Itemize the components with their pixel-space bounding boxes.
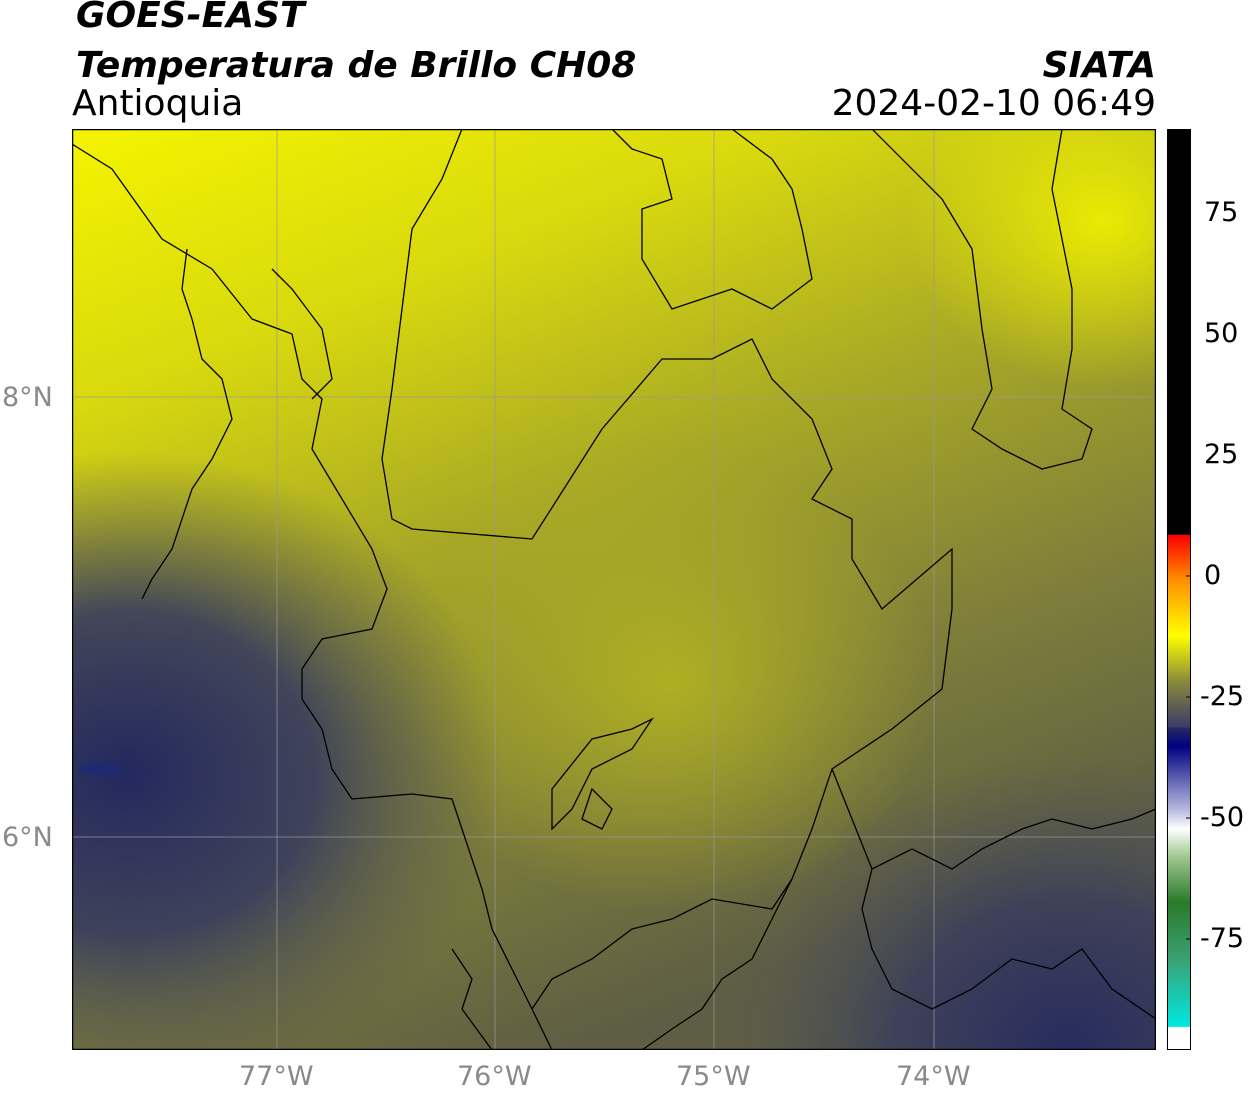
colorbar-tick-minus50: -50 — [1200, 802, 1245, 833]
map-frame — [72, 129, 1156, 1050]
lon-tick-74w: 74°W — [896, 1061, 971, 1092]
colorbar-tick-50: 50 — [1204, 318, 1239, 349]
satellite-title: GOES-EAST — [76, 0, 305, 36]
political-borders — [72, 129, 1156, 1050]
org-label: SIATA — [1042, 45, 1156, 86]
datetime-label: 2024-02-10 06:49 — [831, 83, 1156, 124]
colorbar-tick-minus75: -75 — [1200, 923, 1245, 954]
lon-tick-76w: 76°W — [457, 1061, 532, 1092]
lon-tick-77w: 77°W — [239, 1061, 314, 1092]
grid-lines — [72, 129, 1156, 1050]
colorbar-tick-25: 25 — [1204, 439, 1239, 470]
colorbar-tick-minus25: -25 — [1200, 681, 1245, 712]
brightness-temperature-map — [72, 129, 1156, 1050]
region-label: Antioquia — [72, 83, 244, 124]
lat-tick-8n: 8°N — [2, 382, 53, 413]
colorbar — [1167, 129, 1191, 1050]
colorbar-tick-75: 75 — [1204, 197, 1239, 228]
product-title: Temperatura de Brillo CH08 — [76, 45, 637, 86]
colorbar-tick-0: 0 — [1204, 560, 1222, 591]
lon-tick-75w: 75°W — [676, 1061, 751, 1092]
lat-tick-6n: 6°N — [2, 822, 53, 853]
